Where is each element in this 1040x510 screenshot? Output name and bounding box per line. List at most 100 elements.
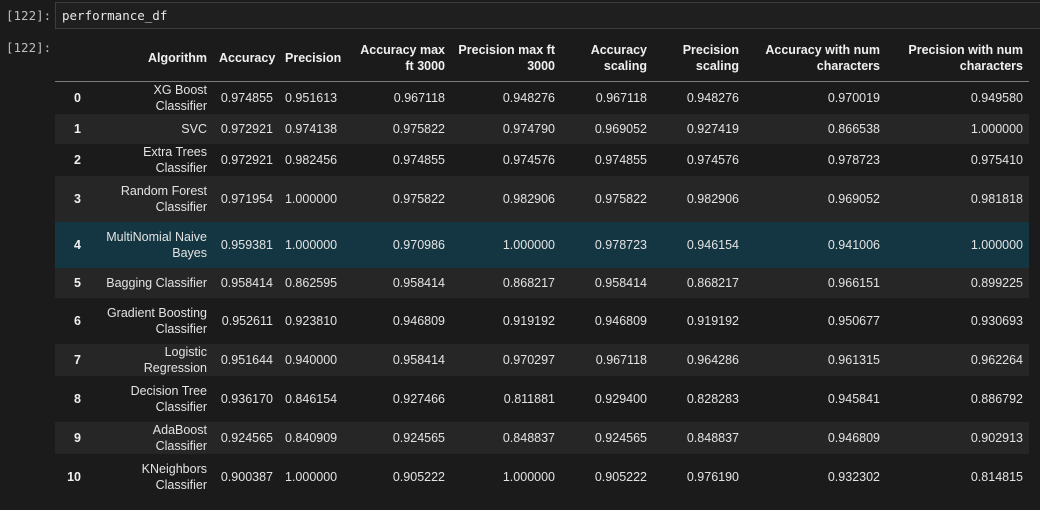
- value-cell: 0.936170: [220, 392, 273, 406]
- value-cell: 0.970986: [392, 238, 445, 252]
- algorithm-cell: Logistic Regression: [143, 345, 207, 375]
- value-cell: 0.950677: [827, 314, 880, 328]
- value-cell: 1.000000: [285, 470, 338, 484]
- table-row: 7 Logistic Regression 0.951644 0.940000 0.95…: [55, 344, 1029, 376]
- row-index: 6: [74, 314, 81, 328]
- row-index: 9: [74, 431, 81, 445]
- value-cell: 0.971954: [220, 192, 273, 206]
- value-cell: 0.924565: [594, 431, 647, 445]
- value-cell: 0.974855: [220, 91, 273, 105]
- value-cell: 0.952611: [221, 314, 273, 328]
- value-cell: 0.940000: [285, 353, 338, 367]
- row-index: 3: [74, 192, 81, 206]
- value-cell: 0.840909: [285, 431, 338, 445]
- row-index: 0: [74, 91, 81, 105]
- code-text[interactable]: performance_df: [62, 8, 168, 23]
- value-cell: 0.982906: [686, 192, 739, 206]
- value-cell: 0.828283: [686, 392, 739, 406]
- value-cell: 0.929400: [594, 392, 647, 406]
- value-cell: 0.946809: [392, 314, 445, 328]
- value-cell: 0.951613: [285, 91, 338, 105]
- value-cell: 0.967118: [595, 353, 647, 367]
- row-index: 2: [74, 153, 81, 167]
- row-index: 7: [74, 353, 81, 367]
- value-cell: 0.974138: [285, 122, 338, 136]
- table-row: 10 KNeighbors Classifier 0.900387 1.000000 0…: [55, 454, 1029, 500]
- header-algorithm: Algorithm: [95, 35, 213, 82]
- table-row: 3 Random Forest Classifier 0.971954 1.00000…: [55, 176, 1029, 222]
- value-cell: 0.970297: [502, 353, 555, 367]
- algorithm-cell: Decision Tree Classifier: [130, 384, 207, 414]
- value-cell: 0.930693: [970, 314, 1023, 328]
- value-cell: 0.924565: [392, 431, 445, 445]
- algorithm-cell: Gradient Boosting Classifier: [106, 306, 207, 336]
- table-body: 0 XG Boost Classifier 0.974855 0.951613 0.96…: [55, 81, 1029, 500]
- table-row: 1 SVC 0.972921 0.974138 0.975822 0.974790 0.96…: [55, 114, 1029, 144]
- value-cell: 0.919192: [686, 314, 739, 328]
- value-cell: 0.948276: [502, 91, 555, 105]
- value-cell: 0.969052: [827, 192, 880, 206]
- value-cell: 0.974576: [502, 153, 555, 167]
- row-index: 1: [74, 122, 81, 136]
- code-input[interactable]: performance_df: [55, 2, 1040, 29]
- value-cell: 0.932302: [827, 470, 880, 484]
- value-cell: 1.000000: [970, 122, 1023, 136]
- value-cell: 0.924565: [220, 431, 273, 445]
- algorithm-cell: Bagging Classifier: [106, 276, 207, 290]
- value-cell: 0.899225: [970, 276, 1023, 290]
- value-cell: 0.848837: [502, 431, 555, 445]
- algorithm-cell: SVC: [181, 122, 207, 136]
- value-cell: 0.868217: [502, 276, 555, 290]
- header-accuracy-num-chars: Accuracy with num characters: [745, 35, 886, 82]
- row-index: 10: [67, 470, 81, 484]
- value-cell: 0.978723: [827, 153, 880, 167]
- row-index: 5: [74, 276, 81, 290]
- algorithm-cell: Extra Trees Classifier: [143, 145, 207, 175]
- value-cell: 0.946809: [827, 431, 880, 445]
- header-precision-scaling: Precision scaling: [653, 35, 745, 82]
- value-cell: 0.975822: [392, 122, 445, 136]
- value-cell: 0.959381: [220, 238, 273, 252]
- value-cell: 0.972921: [220, 122, 273, 136]
- header-row: Algorithm Accuracy Precision Accuracy ma…: [55, 35, 1029, 82]
- value-cell: 0.975822: [594, 192, 647, 206]
- value-cell: 1.000000: [285, 238, 338, 252]
- value-cell: 0.868217: [686, 276, 739, 290]
- value-cell: 0.964286: [686, 353, 739, 367]
- value-cell: 0.902913: [970, 431, 1023, 445]
- value-cell: 0.811881: [503, 392, 555, 406]
- input-prompt: [122]:: [6, 8, 52, 23]
- algorithm-cell: XG Boost Classifier: [153, 83, 208, 113]
- value-cell: 0.972921: [220, 153, 273, 167]
- value-cell: 0.962264: [970, 353, 1023, 367]
- dataframe-table: Algorithm Accuracy Precision Accuracy ma…: [55, 35, 1029, 500]
- output-prompt: [122]:: [6, 40, 52, 55]
- table-row: 5 Bagging Classifier 0.958414 0.862595 0.958…: [55, 268, 1029, 298]
- header-precision: Precision: [279, 35, 343, 82]
- table-row: 0 XG Boost Classifier 0.974855 0.951613 0.96…: [55, 81, 1029, 114]
- value-cell: 0.967118: [595, 91, 647, 105]
- value-cell: 0.978723: [594, 238, 647, 252]
- header-precision-max-ft: Precision max ft 3000: [451, 35, 561, 82]
- table-row: 2 Extra Trees Classifier 0.972921 0.982456 0…: [55, 144, 1029, 176]
- value-cell: 0.981818: [970, 192, 1023, 206]
- value-cell: 0.970019: [827, 91, 880, 105]
- value-cell: 0.976190: [686, 470, 739, 484]
- value-cell: 0.846154: [285, 392, 338, 406]
- value-cell: 0.900387: [220, 470, 273, 484]
- value-cell: 0.966151: [827, 276, 880, 290]
- value-cell: 0.905222: [392, 470, 445, 484]
- value-cell: 0.927419: [686, 122, 739, 136]
- value-cell: 0.945841: [827, 392, 880, 406]
- value-cell: 0.919192: [502, 314, 555, 328]
- value-cell: 0.862595: [285, 276, 338, 290]
- table-row: 4 MultiNomial Naive Bayes 0.959381 1.000000…: [55, 222, 1029, 268]
- value-cell: 0.958414: [392, 353, 445, 367]
- value-cell: 1.000000: [970, 238, 1023, 252]
- algorithm-cell: Random Forest Classifier: [120, 184, 207, 214]
- algorithm-cell: AdaBoost Classifier: [152, 423, 207, 453]
- value-cell: 0.848837: [686, 431, 739, 445]
- value-cell: 0.974855: [594, 153, 647, 167]
- value-cell: 1.000000: [502, 238, 555, 252]
- value-cell: 0.974790: [502, 122, 555, 136]
